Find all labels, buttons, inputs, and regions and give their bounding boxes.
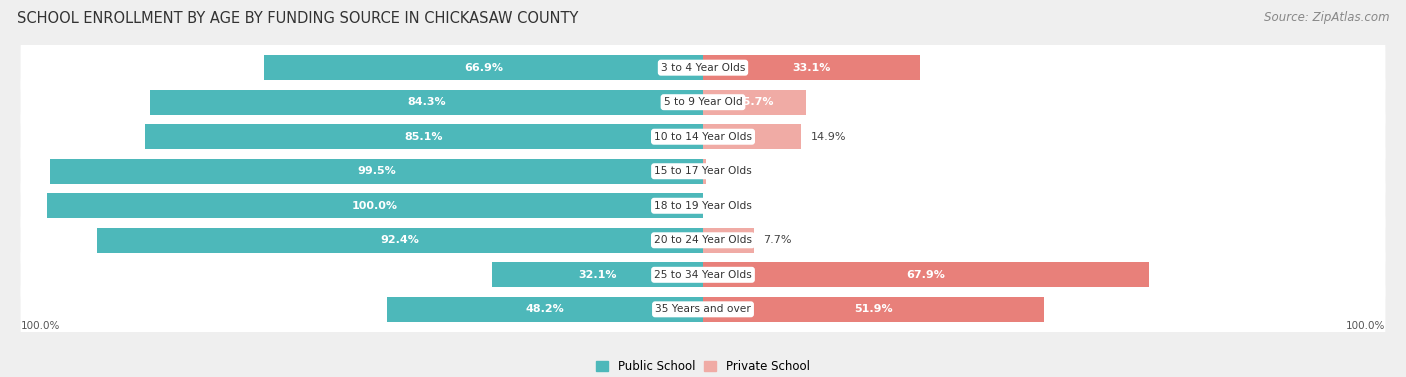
Text: 67.9%: 67.9% (907, 270, 945, 280)
Text: 84.3%: 84.3% (408, 97, 446, 107)
Text: 14.9%: 14.9% (811, 132, 846, 142)
Text: 33.1%: 33.1% (793, 63, 831, 73)
Text: 5 to 9 Year Old: 5 to 9 Year Old (664, 97, 742, 107)
Text: 51.9%: 51.9% (853, 304, 893, 314)
Text: 10 to 14 Year Olds: 10 to 14 Year Olds (654, 132, 752, 142)
Bar (97, 228, 703, 253)
Text: Source: ZipAtlas.com: Source: ZipAtlas.com (1264, 11, 1389, 24)
Text: SCHOOL ENROLLMENT BY AGE BY FUNDING SOURCE IN CHICKASAW COUNTY: SCHOOL ENROLLMENT BY AGE BY FUNDING SOUR… (17, 11, 578, 26)
Text: 99.5%: 99.5% (357, 166, 396, 176)
Text: 100.0%: 100.0% (352, 201, 398, 211)
Bar (387, 297, 703, 322)
Text: 15 to 17 Year Olds: 15 to 17 Year Olds (654, 166, 752, 176)
FancyBboxPatch shape (21, 275, 1385, 343)
Bar (492, 262, 703, 287)
Bar (703, 262, 1149, 287)
Bar (703, 159, 706, 184)
Bar (703, 124, 801, 149)
FancyBboxPatch shape (21, 137, 1385, 205)
Legend: Public School, Private School: Public School, Private School (592, 355, 814, 377)
FancyBboxPatch shape (21, 68, 1385, 136)
Text: 0.5%: 0.5% (716, 166, 744, 176)
Text: 66.9%: 66.9% (464, 63, 503, 73)
Bar (150, 90, 703, 115)
Text: 100.0%: 100.0% (1346, 321, 1385, 331)
Text: 85.1%: 85.1% (405, 132, 443, 142)
Text: 25 to 34 Year Olds: 25 to 34 Year Olds (654, 270, 752, 280)
Bar (46, 193, 703, 218)
FancyBboxPatch shape (21, 34, 1385, 102)
Bar (51, 159, 703, 184)
Text: 32.1%: 32.1% (578, 270, 617, 280)
FancyBboxPatch shape (21, 103, 1385, 171)
Bar (703, 55, 920, 80)
Bar (703, 228, 754, 253)
Text: 35 Years and over: 35 Years and over (655, 304, 751, 314)
Bar (703, 297, 1043, 322)
Bar (703, 90, 806, 115)
Text: 3 to 4 Year Olds: 3 to 4 Year Olds (661, 63, 745, 73)
FancyBboxPatch shape (21, 172, 1385, 240)
Text: 100.0%: 100.0% (21, 321, 60, 331)
Text: 18 to 19 Year Olds: 18 to 19 Year Olds (654, 201, 752, 211)
Text: 15.7%: 15.7% (735, 97, 773, 107)
Bar (145, 124, 703, 149)
Text: 7.7%: 7.7% (763, 235, 792, 245)
Text: 0.0%: 0.0% (713, 201, 741, 211)
FancyBboxPatch shape (21, 206, 1385, 274)
Text: 48.2%: 48.2% (526, 304, 564, 314)
Text: 92.4%: 92.4% (381, 235, 419, 245)
Text: 20 to 24 Year Olds: 20 to 24 Year Olds (654, 235, 752, 245)
FancyBboxPatch shape (21, 241, 1385, 309)
Bar (264, 55, 703, 80)
